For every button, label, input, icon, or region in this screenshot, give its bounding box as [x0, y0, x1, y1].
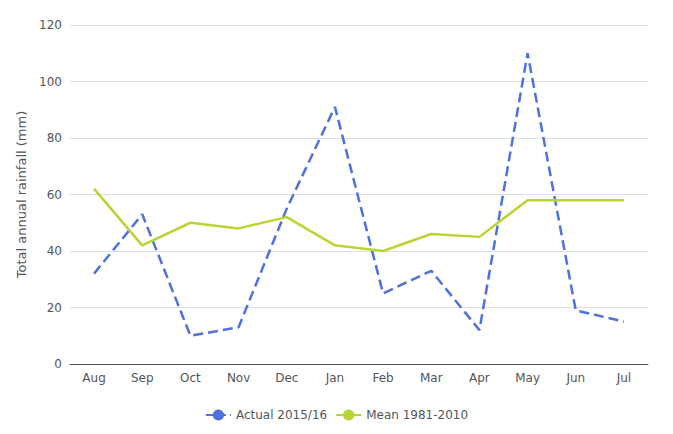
svg-text:Apr: Apr [469, 371, 490, 385]
svg-text:Dec: Dec [275, 371, 298, 385]
svg-text:Jan: Jan [325, 371, 345, 385]
svg-text:120: 120 [39, 18, 62, 32]
svg-text:Total annual rainfall (mm): Total annual rainfall (mm) [14, 111, 29, 279]
svg-text:Mean 1981-2010: Mean 1981-2010 [366, 408, 468, 422]
svg-text:Actual 2015/16: Actual 2015/16 [236, 408, 327, 422]
svg-text:May: May [515, 371, 540, 385]
svg-text:Mar: Mar [420, 371, 443, 385]
svg-text:Feb: Feb [372, 371, 393, 385]
svg-text:100: 100 [39, 75, 62, 89]
svg-text:0: 0 [54, 357, 62, 371]
svg-text:Oct: Oct [180, 371, 201, 385]
svg-text:20: 20 [47, 301, 62, 315]
svg-text:Jul: Jul [616, 371, 631, 385]
svg-text:Aug: Aug [82, 371, 105, 385]
svg-text:Sep: Sep [131, 371, 154, 385]
svg-text:80: 80 [47, 131, 62, 145]
svg-text:60: 60 [47, 188, 62, 202]
svg-text:40: 40 [47, 244, 62, 258]
svg-text:Nov: Nov [227, 371, 250, 385]
svg-text:Jun: Jun [565, 371, 585, 385]
